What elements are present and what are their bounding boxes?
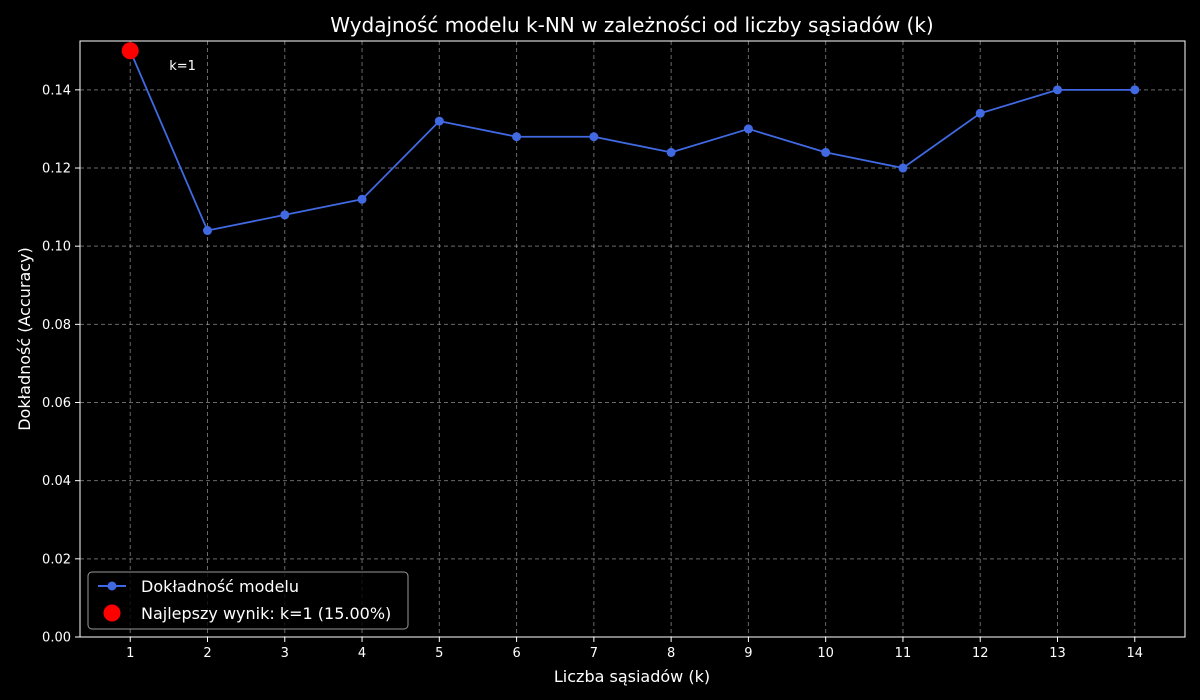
data-point: [898, 163, 908, 173]
legend-box: [87, 571, 409, 630]
x-tick-label: 12: [972, 646, 989, 661]
y-tick-label: 0.10: [42, 240, 71, 255]
best-result: k=1: [121, 42, 196, 74]
data-point: [1053, 85, 1062, 95]
legend-label-best: Najlepszy wynik: k=1 (15.00%): [141, 604, 391, 623]
x-tick-label: 8: [667, 646, 675, 661]
x-axis: 1 2 3 4 5 6 7 8 9 10 11 12 13 14: [126, 637, 1143, 661]
data-point: [357, 194, 367, 204]
x-tick-label: 1: [126, 646, 134, 661]
chart-title: Wydajność modelu k-NN w zależności od li…: [330, 13, 933, 37]
x-tick-label: 10: [817, 646, 834, 661]
series-line: [129, 50, 1135, 232]
data-point: [280, 210, 290, 220]
best-result-annotation: k=1: [169, 59, 196, 74]
y-axis-label: Dokładność (Accuracy): [15, 247, 34, 431]
x-tick-label: 11: [895, 646, 912, 661]
x-tick-label: 7: [590, 646, 598, 661]
x-tick-label: 5: [435, 646, 443, 661]
data-point: [203, 226, 212, 236]
x-tick-label: 13: [1049, 646, 1066, 661]
y-tick-label: 0.08: [42, 318, 71, 333]
y-tick-label: 0.06: [42, 396, 71, 411]
y-tick-label: 0.12: [42, 162, 71, 177]
y-tick-label: 0.14: [42, 83, 71, 98]
data-point: [589, 132, 599, 142]
data-point: [434, 116, 444, 126]
y-axis: 0.00 0.02 0.04 0.06 0.08 0.10 0.12 0.14: [42, 83, 80, 646]
legend-marker-swatch: [107, 581, 117, 591]
series-accuracy: [125, 46, 1140, 236]
data-point: [512, 132, 522, 142]
data-point: [666, 147, 676, 157]
legend-best-swatch: [103, 604, 121, 622]
y-tick-label: 0.00: [42, 631, 71, 646]
best-result-marker: [121, 42, 139, 60]
legend: Dokładność modelu Najlepszy wynik: k=1 (…: [87, 571, 409, 630]
plot-area-frame: [79, 40, 1186, 638]
x-tick-label: 9: [744, 646, 752, 661]
y-tick-label: 0.02: [42, 552, 71, 567]
x-tick-label: 3: [281, 646, 289, 661]
data-point: [743, 124, 753, 134]
x-axis-label: Liczba sąsiadów (k): [554, 667, 710, 686]
x-tick-label: 2: [203, 646, 211, 661]
data-point: [1130, 85, 1140, 95]
data-point: [975, 108, 985, 118]
data-point: [821, 147, 831, 157]
x-tick-label: 6: [512, 646, 520, 661]
x-tick-label: 4: [358, 646, 366, 661]
x-tick-label: 14: [1126, 646, 1143, 661]
y-tick-label: 0.04: [42, 474, 71, 489]
legend-label-accuracy: Dokładność modelu: [141, 577, 299, 596]
